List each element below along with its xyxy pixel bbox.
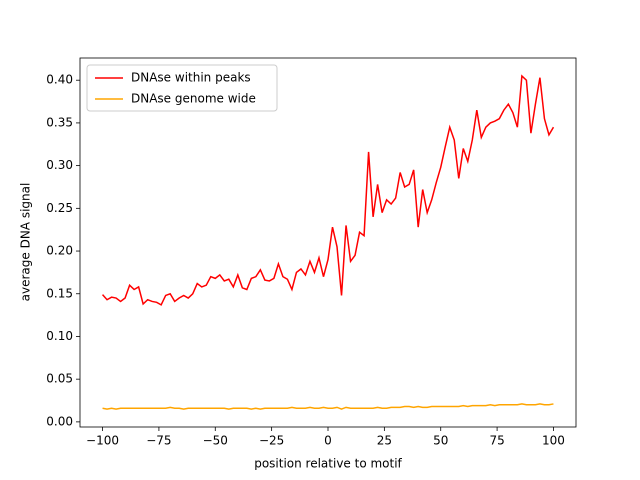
line-series: [102, 403, 554, 410]
legend-label: DNAse within peaks: [131, 71, 251, 85]
y-axis-label: average DNA signal: [19, 183, 33, 302]
x-tick-label: −50: [203, 434, 228, 448]
y-tick-label: 0.05: [46, 372, 73, 386]
plot-frame: [79, 57, 577, 428]
x-tick-label: 75: [489, 434, 504, 448]
x-tick-label: 50: [433, 434, 448, 448]
x-tick-label: 0: [324, 434, 332, 448]
y-tick-label: 0.30: [46, 158, 73, 172]
y-tick-label: 0.00: [46, 414, 73, 428]
x-tick-label: 100: [542, 434, 565, 448]
y-tick-label: 0.35: [46, 115, 73, 129]
x-tick-label: −25: [259, 434, 284, 448]
y-tick-label: 0.40: [46, 73, 73, 87]
legend-box: [86, 64, 278, 112]
y-tick-label: 0.20: [46, 244, 73, 258]
x-tick-label: −100: [86, 434, 119, 448]
line-series: [101, 74, 555, 306]
x-tick-label: −75: [146, 434, 171, 448]
x-tick-label: 25: [377, 434, 392, 448]
legend-label: DNAse genome wide: [131, 92, 256, 106]
x-axis-label: position relative to motif: [254, 457, 402, 471]
y-tick-label: 0.15: [46, 286, 73, 300]
y-tick-label: 0.10: [46, 329, 73, 343]
y-tick-label: 0.25: [46, 201, 73, 215]
